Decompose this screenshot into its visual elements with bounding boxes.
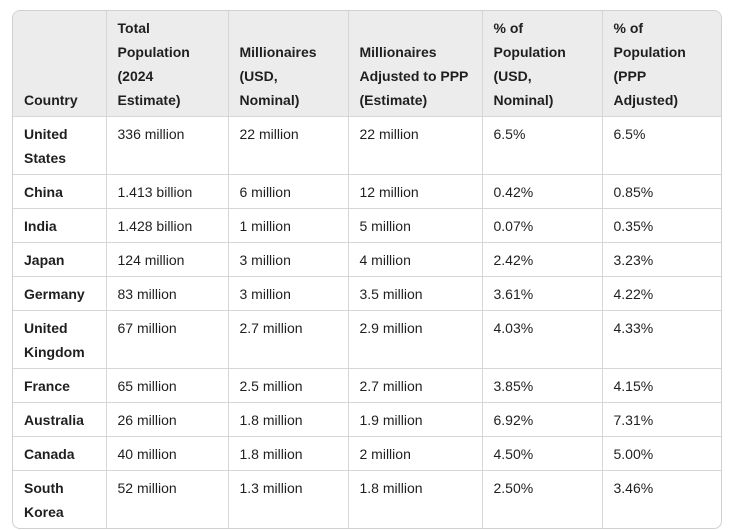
header-cell: Millionaires (USD, Nominal) [227,11,348,117]
data-cell: 67 million [105,310,228,369]
data-cell: 336 million [105,116,228,175]
data-cell: 6.5% [601,116,721,175]
data-cell: 65 million [105,368,228,403]
data-cell: 2.9 million [347,310,482,369]
data-cell: 1.8 million [227,402,348,437]
data-cell: 3.23% [601,242,721,277]
country-cell: Germany [13,276,106,311]
country-cell: United States [13,116,106,175]
table-row: Germany 83 million 3 million 3.5 million 3.6… [13,276,721,311]
data-cell: 2 million [347,436,482,471]
data-cell: 2.7 million [227,310,348,369]
data-cell: 26 million [105,402,228,437]
data-cell: 0.42% [481,174,602,209]
header-cell: Millionaires Adjusted to PPP (Estimate) [347,11,482,117]
data-cell: 0.07% [481,208,602,243]
data-cell: 6.92% [481,402,602,437]
data-cell: 4.22% [601,276,721,311]
data-cell: 1.3 million [227,470,348,528]
data-cell: 22 million [347,116,482,175]
table-row: Canada 40 million 1.8 million 2 million 4.50… [13,436,721,471]
data-cell: 124 million [105,242,228,277]
data-cell: 12 million [347,174,482,209]
data-cell: 3.5 million [347,276,482,311]
data-cell: 0.85% [601,174,721,209]
header-cell: Total Population (2024 Estimate) [105,11,228,117]
data-cell: 3.46% [601,470,721,528]
data-cell: 5.00% [601,436,721,471]
data-cell: 4.15% [601,368,721,403]
table-row: United Kingdom 67 million 2.7 million 2.9 m… [13,310,721,369]
data-cell: 3.61% [481,276,602,311]
table-body: United States 336 million 22 million 22 mil… [13,116,721,528]
data-cell: 40 million [105,436,228,471]
data-cell: 4 million [347,242,482,277]
country-cell: South Korea [13,470,106,528]
data-cell: 4.33% [601,310,721,369]
data-cell: 6 million [227,174,348,209]
country-cell: India [13,208,106,243]
data-cell: 0.35% [601,208,721,243]
country-cell: France [13,368,106,403]
country-cell: Japan [13,242,106,277]
data-cell: 6.5% [481,116,602,175]
data-cell: 1.8 million [347,470,482,528]
data-cell: 2.7 million [347,368,482,403]
table-row: India 1.428 billion 1 million 5 million 0.07… [13,208,721,243]
table-row: Japan 124 million 3 million 4 million 2.42% 3… [13,242,721,277]
data-cell: 4.50% [481,436,602,471]
country-cell: Canada [13,436,106,471]
table-row: Australia 26 million 1.8 million 1.9 millio… [13,402,721,437]
table-row: China 1.413 billion 6 million 12 million 0.4… [13,174,721,209]
data-cell: 7.31% [601,402,721,437]
data-cell: 1.428 billion [105,208,228,243]
country-cell: United Kingdom [13,310,106,369]
header-cell: Country [13,11,106,117]
header-row: Country Total Population (2024 Estimate) M… [13,11,721,117]
data-cell: 3.85% [481,368,602,403]
country-cell: China [13,174,106,209]
data-cell: 2.50% [481,470,602,528]
data-cell: 1.9 million [347,402,482,437]
data-cell: 2.5 million [227,368,348,403]
table-header: Country Total Population (2024 Estimate) M… [13,11,721,117]
data-cell: 52 million [105,470,228,528]
data-cell: 2.42% [481,242,602,277]
data-cell: 3 million [227,276,348,311]
table-row: France 65 million 2.5 million 2.7 million 3.… [13,368,721,403]
data-cell: 1 million [227,208,348,243]
table-container: Country Total Population (2024 Estimate) M… [12,10,722,529]
header-cell: % of Population (PPP Adjusted) [601,11,721,117]
data-cell: 1.413 billion [105,174,228,209]
header-cell: % of Population (USD, Nominal) [481,11,602,117]
data-cell: 3 million [227,242,348,277]
data-cell: 83 million [105,276,228,311]
data-cell: 5 million [347,208,482,243]
data-cell: 22 million [227,116,348,175]
data-cell: 1.8 million [227,436,348,471]
table: Country Total Population (2024 Estimate) M… [13,11,721,528]
table-row: United States 336 million 22 million 22 mil… [13,116,721,175]
table-row: South Korea 52 million 1.3 million 1.8 mill… [13,470,721,528]
data-cell: 4.03% [481,310,602,369]
country-cell: Australia [13,402,106,437]
